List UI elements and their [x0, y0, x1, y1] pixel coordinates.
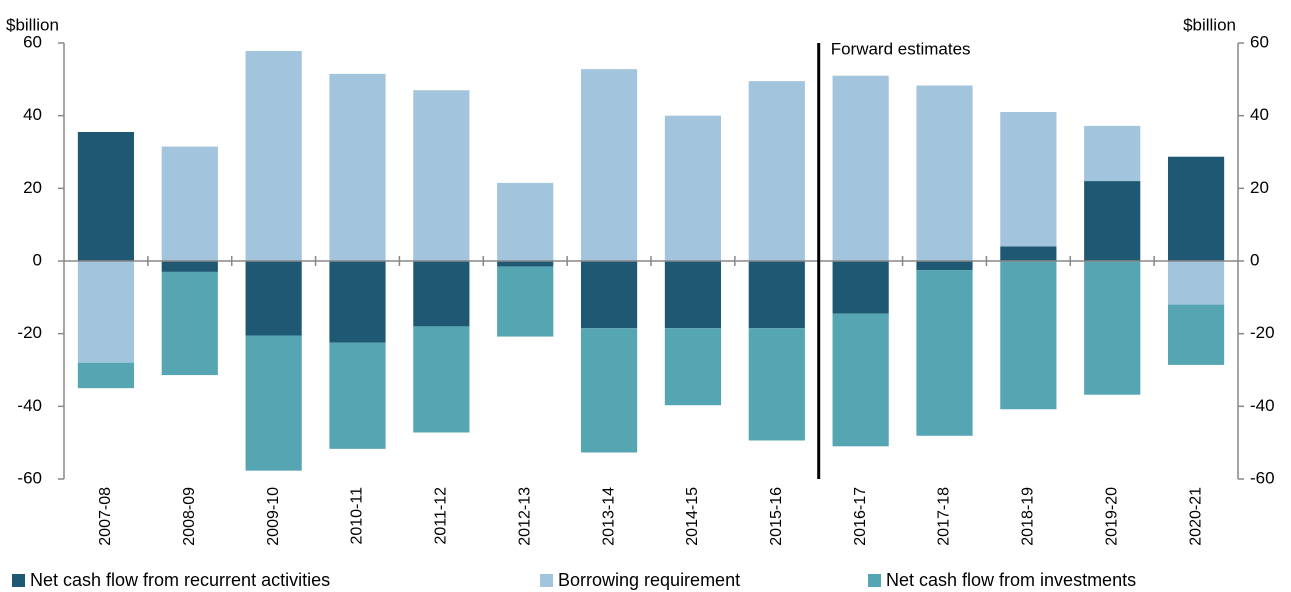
bar [580, 69, 638, 261]
bar [664, 328, 722, 406]
bar [497, 261, 554, 267]
y-tick-label: -60 [17, 468, 42, 487]
bar [245, 50, 302, 261]
bar [77, 261, 135, 363]
bar [1000, 112, 1057, 247]
x-tick-label: 2008-09 [181, 487, 198, 546]
bar [1167, 156, 1225, 261]
bar [413, 326, 470, 433]
bar [580, 328, 638, 453]
y2-tick-label: -20 [1250, 323, 1275, 342]
y2-axis-label: $billion [1183, 15, 1236, 34]
x-tick-label: 2019-20 [1103, 487, 1120, 546]
legend-label: Net cash flow from recurrent activities [30, 570, 330, 590]
bar [161, 146, 218, 261]
legend-swatch [12, 574, 25, 587]
bar [497, 182, 554, 261]
x-tick-label: 2017-18 [936, 487, 953, 546]
y-axis-label: $billion [6, 15, 59, 34]
legend-label: Borrowing requirement [558, 570, 740, 590]
y2-tick-label: 60 [1250, 32, 1269, 51]
bar [916, 261, 973, 271]
legend-swatch [540, 574, 553, 587]
bar [664, 115, 722, 262]
bar [245, 261, 302, 336]
y-tick-label: 20 [23, 178, 42, 197]
bar [1084, 181, 1141, 261]
legend-swatch [868, 574, 881, 587]
x-tick-label: 2007-08 [97, 487, 114, 546]
bar [1084, 261, 1141, 395]
bar [832, 261, 889, 314]
y2-tick-label: 0 [1250, 250, 1259, 269]
y-tick-label: 40 [23, 105, 42, 124]
bar [413, 90, 470, 261]
bar [497, 266, 554, 337]
x-tick-label: 2016-17 [852, 487, 869, 546]
bar [329, 261, 386, 343]
bar [1000, 246, 1057, 261]
bar [832, 313, 889, 447]
y2-tick-label: -60 [1250, 468, 1275, 487]
bar [748, 261, 805, 329]
x-tick-label: 2009-10 [265, 487, 282, 546]
bar [161, 271, 218, 376]
y-tick-label: 60 [23, 32, 42, 51]
bar [832, 75, 889, 261]
bar [916, 85, 973, 261]
bar [77, 362, 135, 389]
bar [748, 81, 805, 262]
x-tick-label: 2015-16 [768, 487, 785, 546]
legend-label: Net cash flow from investments [886, 570, 1136, 590]
bar [916, 270, 973, 436]
bar [245, 335, 302, 471]
x-tick-label: 2020-21 [1187, 487, 1204, 546]
x-tick-label: 2013-14 [600, 487, 617, 546]
y-tick-label: -40 [17, 396, 42, 415]
bar [1000, 261, 1057, 410]
annotation: Forward estimates [831, 39, 971, 58]
x-tick-label: 2012-13 [516, 487, 533, 546]
bar [329, 73, 386, 261]
bar [580, 261, 638, 329]
bar [664, 261, 722, 329]
x-tick-label: 2011-12 [433, 487, 450, 545]
bar [329, 342, 386, 449]
y2-tick-label: -40 [1250, 396, 1275, 415]
bar [748, 328, 805, 441]
y-tick-label: -20 [17, 323, 42, 342]
y2-tick-label: 40 [1250, 105, 1269, 124]
bar [161, 261, 218, 272]
y2-tick-label: 20 [1250, 178, 1269, 197]
bar [1167, 304, 1225, 365]
x-tick-label: 2014-15 [684, 487, 701, 546]
x-tick-label: 2018-19 [1020, 487, 1037, 546]
bar [1167, 261, 1225, 305]
y-tick-label: 0 [33, 250, 42, 269]
bar [413, 261, 470, 327]
x-tick-label: 2010-11 [349, 487, 366, 545]
bar [1084, 125, 1141, 182]
bar [77, 132, 135, 261]
